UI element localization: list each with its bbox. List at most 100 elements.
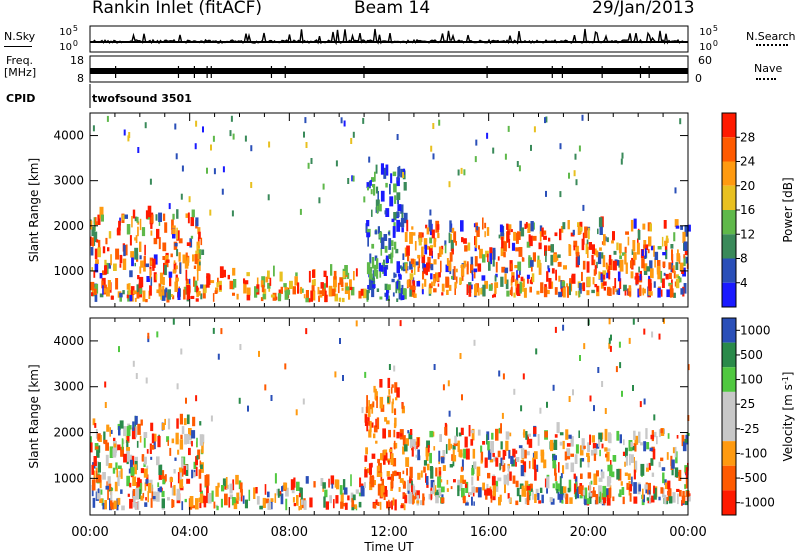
- velocity-sparse-cell: [522, 373, 525, 380]
- velocity-cell: [624, 472, 628, 476]
- velocity-sparse-cell: [220, 328, 223, 335]
- power-sparse-cell: [206, 167, 208, 174]
- velocity-cell: [91, 479, 96, 491]
- velocity-cell: [371, 453, 376, 459]
- velocity-cell: [393, 440, 396, 450]
- power-cell: [519, 220, 522, 232]
- power-cell: [506, 290, 510, 297]
- power-cell: [370, 189, 373, 195]
- velocity-cell: [203, 495, 206, 504]
- velocity-cell: [131, 427, 136, 440]
- velocity-cell: [484, 457, 488, 468]
- nave-dotted-line: [756, 78, 776, 80]
- power-cell: [190, 235, 194, 239]
- power-cell: [404, 232, 408, 242]
- power-cell: [374, 171, 376, 182]
- power-cell: [391, 278, 395, 283]
- velocity-cell: [605, 488, 609, 497]
- power-cell: [448, 232, 451, 244]
- velocity-cell: [487, 441, 490, 451]
- power-cell: [418, 232, 423, 242]
- velocity-cell: [450, 486, 453, 490]
- power-cell: [477, 287, 480, 296]
- power-cell: [527, 223, 531, 233]
- power-cell: [150, 260, 153, 265]
- power-sparse-cell: [231, 210, 234, 217]
- velocity-cell: [127, 436, 130, 442]
- power-cell: [176, 227, 178, 240]
- velocity-cell: [350, 492, 354, 503]
- velocity-cell: [153, 433, 157, 442]
- velocity-cell: [344, 502, 348, 510]
- power-cell: [573, 240, 578, 248]
- velocity-cell: [130, 467, 135, 476]
- power-cell: [430, 264, 434, 271]
- velocity-cell: [351, 498, 355, 508]
- power-cell: [413, 264, 416, 275]
- power-cell: [451, 275, 453, 280]
- velocity-cell: [99, 480, 102, 489]
- velocity-sparse-cell: [579, 355, 581, 361]
- velocity-cell: [523, 473, 526, 477]
- velocity-cell: [438, 459, 440, 465]
- velocity-cell: [108, 463, 113, 469]
- power-cell: [107, 280, 111, 290]
- power-cell: [601, 252, 604, 259]
- power-cell: [303, 294, 306, 299]
- velocity-cell: [200, 464, 203, 470]
- power-cell: [383, 234, 388, 241]
- velocity-cell: [343, 503, 346, 507]
- power-cell: [591, 289, 595, 294]
- power-cell: [139, 276, 144, 288]
- power-cell: [670, 244, 674, 249]
- velocity-cell: [624, 461, 626, 467]
- power-cell: [385, 255, 389, 263]
- velocity-cell: [143, 463, 146, 467]
- velocity-sparse-cell: [513, 388, 516, 395]
- velocity-cell: [255, 487, 258, 494]
- velocity-cell: [596, 470, 599, 477]
- velocity-cell: [394, 408, 397, 415]
- power-cell: [628, 285, 631, 292]
- velocity-cell: [143, 468, 148, 478]
- velocity-cell: [375, 388, 377, 401]
- power-sparse-cell: [582, 204, 585, 211]
- power-cell: [91, 292, 94, 297]
- velocity-cell: [606, 476, 611, 487]
- power-cell: [648, 291, 653, 296]
- velocity-cell: [439, 471, 442, 475]
- power-cell: [96, 239, 99, 243]
- power-cell: [478, 245, 480, 250]
- power-cell: [473, 268, 476, 279]
- velocity-cell: [268, 500, 271, 509]
- power-sparse-cell: [492, 147, 495, 154]
- power-cell: [122, 214, 125, 221]
- power-cell: [470, 256, 474, 265]
- power-sparse-cell: [402, 172, 405, 178]
- power-colorbar-label: 24: [740, 155, 755, 169]
- velocity-cell: [608, 487, 612, 499]
- velocity-cell: [236, 492, 239, 501]
- power-cell: [94, 288, 97, 295]
- power-cell: [647, 222, 652, 232]
- velocity-cell: [567, 487, 571, 493]
- velocity-cell: [340, 501, 344, 509]
- power-sparse-cell: [244, 135, 247, 142]
- power-cell: [212, 293, 215, 302]
- velocity-cell: [578, 430, 580, 438]
- power-sparse-cell: [137, 147, 140, 153]
- velocity-cell: [444, 426, 447, 436]
- velocity-cell: [110, 429, 113, 434]
- power-cell: [186, 293, 190, 300]
- velocity-cell: [176, 418, 179, 429]
- velocity-sparse-cell: [653, 414, 656, 421]
- power-cell: [586, 276, 591, 287]
- velocity-sparse-cell: [604, 408, 607, 414]
- power-cell: [657, 272, 662, 280]
- velocity-cell: [127, 493, 130, 497]
- velocity-cell: [196, 455, 199, 460]
- velocity-cell: [107, 476, 111, 488]
- velocity-cell: [526, 435, 529, 445]
- power-cell: [390, 173, 393, 184]
- velocity-sparse-cell: [459, 353, 462, 359]
